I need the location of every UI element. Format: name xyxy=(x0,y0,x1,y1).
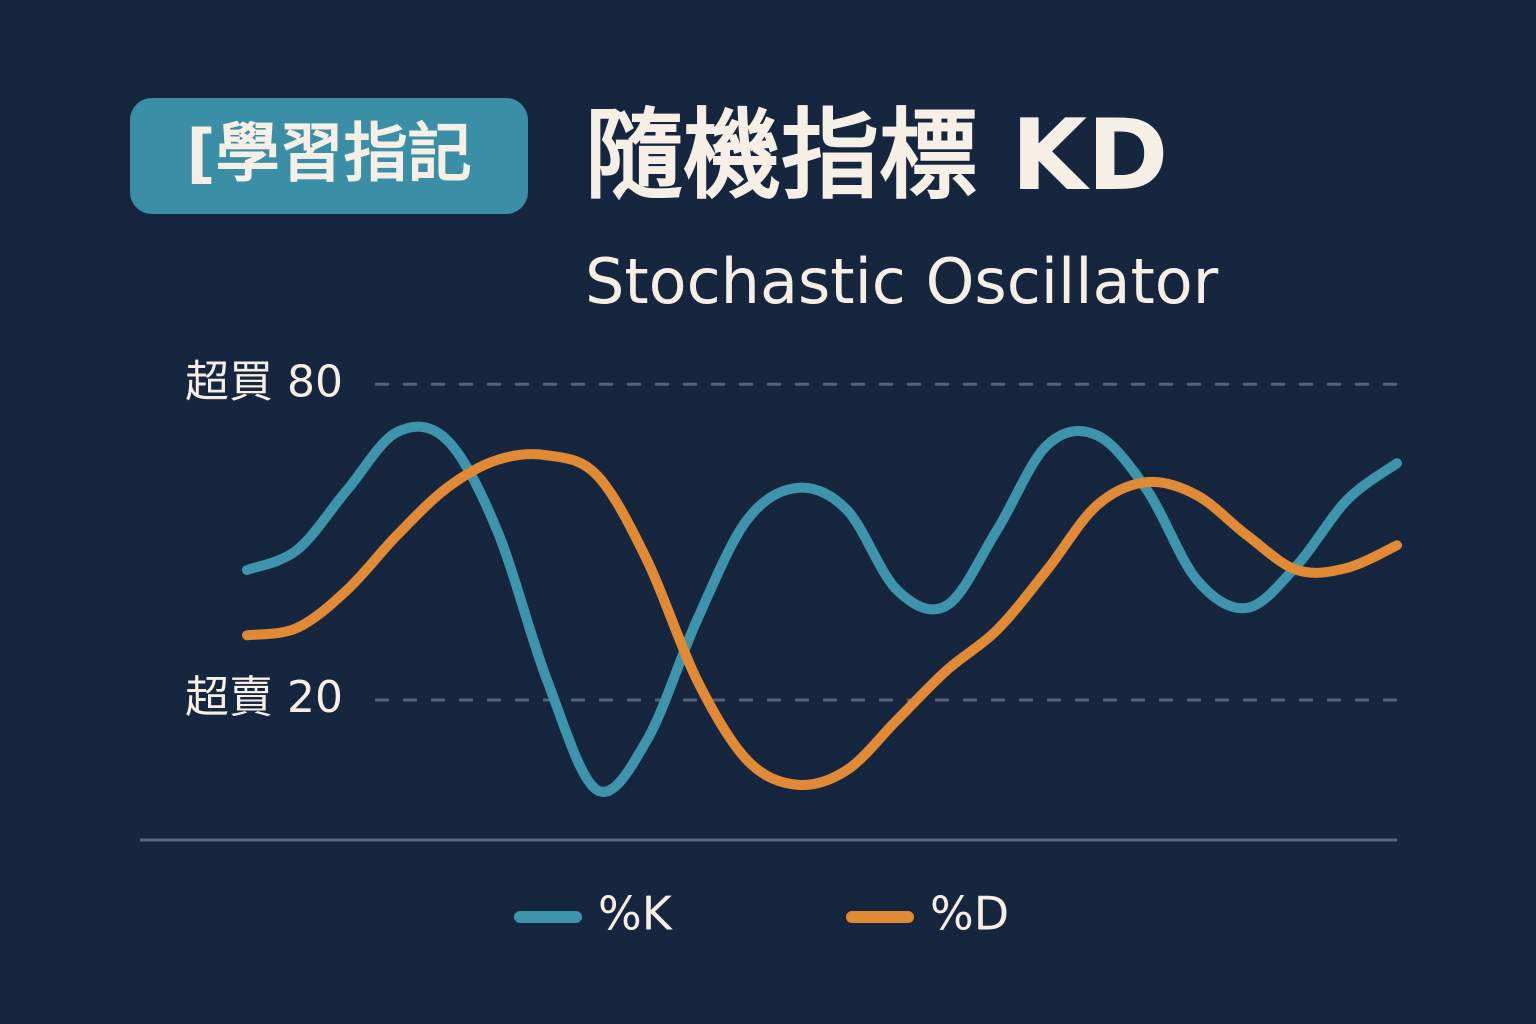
legend-label: %K xyxy=(598,887,674,941)
badge-box xyxy=(130,98,528,214)
series-line xyxy=(242,421,1402,797)
y-tick-label: 超賣 20 xyxy=(185,672,343,723)
badge-text: [學習指記 xyxy=(186,118,471,192)
y-tick-label: 超買 80 xyxy=(185,356,343,407)
chart-title: 隨機指標 KD xyxy=(585,99,1168,213)
series-line xyxy=(242,449,1402,791)
legend-label: %D xyxy=(930,887,1009,941)
chart-subtitle: Stochastic Oscillator xyxy=(585,245,1219,318)
